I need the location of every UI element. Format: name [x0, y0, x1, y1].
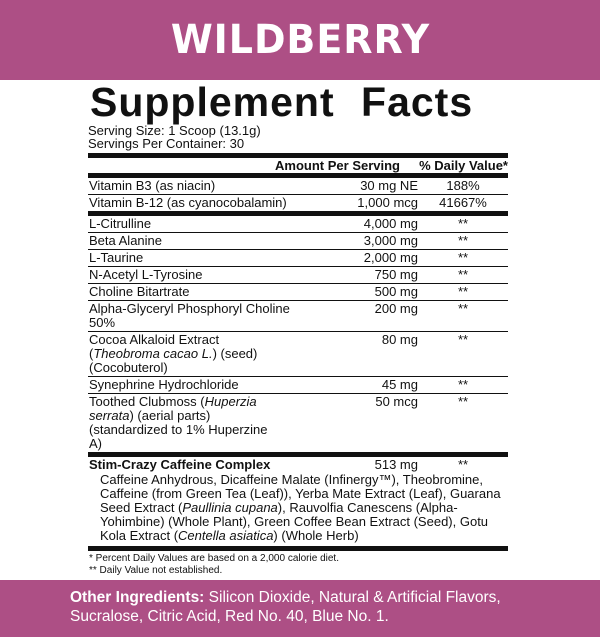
nutrient-dv: **: [457, 394, 469, 409]
nutrient-row: L-Taurine 2,000 mg **: [88, 250, 508, 267]
vitamin-rows: Vitamin B3 (as niacin) 30 mg NE 188% Vitami…: [88, 178, 508, 212]
text-segment: Synephrine Hydrochloride: [89, 377, 239, 392]
nutrient-amount: 45 mg: [381, 377, 418, 392]
nutrient-amount: 1,000 mcg: [357, 195, 418, 210]
nutrient-dv: **: [457, 250, 469, 265]
supplement-facts-panel: Supplement Facts Serving Size: 1 Scoop (…: [88, 82, 508, 580]
text-segment: Vitamin B3 (as niacin): [89, 178, 216, 193]
blend-amount: 513 mg: [374, 457, 418, 472]
ingredient-rows: L-Citrulline 4,000 mg ** Beta Alanine 3,000 …: [88, 216, 508, 453]
nutrient-name: N-Acetyl L-Tyrosine: [89, 268, 308, 282]
amount-header: Amount Per Serving: [275, 158, 400, 173]
blend-row: Stim-Crazy Caffeine Complex 513 mg **: [88, 457, 508, 473]
nutrient-name: Synephrine Hydrochloride: [89, 378, 308, 392]
text-segment: Vitamin B-12 (as cyanocobalamin): [89, 195, 287, 210]
nutrient-amount: 4,000 mg: [363, 216, 418, 231]
nutrient-dv: **: [457, 233, 469, 248]
nutrient-amount: 200 mg: [374, 301, 418, 316]
footnote-not-established: ** Daily Value not established.: [89, 565, 223, 576]
column-headers: Amount Per Serving % Daily Value*: [88, 158, 508, 173]
footnote-dv: * Percent Daily Values are based on a 2,…: [89, 553, 339, 564]
nutrient-amount: 750 mg: [374, 267, 418, 282]
nutrient-amount: 3,000 mg: [363, 233, 418, 248]
text-segment: Alpha-Glyceryl Phosphoryl Choline 50%: [89, 301, 290, 330]
nutrient-amount: 50 mcg: [375, 394, 418, 409]
nutrient-dv: **: [457, 377, 469, 392]
nutrient-row: N-Acetyl L-Tyrosine 750 mg **: [88, 267, 508, 284]
nutrient-row: Toothed Clubmoss (Huperzia serrata) (aer…: [88, 394, 508, 453]
nutrient-name: Vitamin B-12 (as cyanocobalamin): [89, 196, 308, 210]
text-segment: ) (Whole Herb): [273, 528, 359, 543]
text-segment: Cocoa Alkaloid Extract (: [89, 332, 220, 361]
latin-name: Centella asiatica: [178, 528, 274, 543]
nutrient-dv: **: [457, 284, 469, 299]
divider: [88, 173, 508, 178]
nutrient-dv: **: [457, 216, 469, 231]
nutrient-row: L-Citrulline 4,000 mg **: [88, 216, 508, 233]
blend-contents: Caffeine Anhydrous, Dicaffeine Malate (I…: [88, 473, 508, 544]
divider: [88, 211, 508, 216]
nutrient-name: Alpha-Glyceryl Phosphoryl Choline 50%: [89, 302, 308, 330]
nutrient-amount: 500 mg: [374, 284, 418, 299]
other-ingredients: Other Ingredients: Silicon Dioxide, Natu…: [0, 580, 600, 637]
nutrient-name: Choline Bitartrate: [89, 285, 308, 299]
nutrient-amount: 2,000 mg: [363, 250, 418, 265]
divider: [88, 546, 508, 551]
serving-size: Serving Size: 1 Scoop (13.1g): [88, 123, 261, 138]
nutrient-dv: 188%: [446, 178, 480, 193]
nutrient-row: Vitamin B3 (as niacin) 30 mg NE 188%: [88, 178, 508, 195]
nutrient-row: Vitamin B-12 (as cyanocobalamin) 1,000 mc…: [88, 195, 508, 212]
nutrient-dv: **: [457, 267, 469, 282]
nutrient-row: Cocoa Alkaloid Extract (Theobroma cacao …: [88, 332, 508, 377]
nutrient-name: Toothed Clubmoss (Huperzia serrata) (aer…: [89, 395, 308, 451]
nutrient-amount: 80 mg: [381, 332, 418, 347]
text-segment: ) (seed) (Cocobuterol): [89, 346, 258, 375]
text-segment: L-Taurine: [89, 250, 144, 265]
nutrient-name: L-Taurine: [89, 251, 308, 265]
blend-dv: **: [457, 457, 469, 472]
servings-per-container: Servings Per Container: 30: [88, 136, 245, 151]
divider: [88, 452, 508, 457]
text-segment: ), Rauvolfia Canescens (Alpha-Yohimbine)…: [100, 500, 489, 543]
panel-title: Supplement Facts: [90, 79, 474, 125]
nutrient-name: L-Citrulline: [89, 217, 308, 231]
text-segment: Toothed Clubmoss (: [89, 394, 205, 409]
latin-name: Huperzia serrata: [89, 394, 257, 423]
nutrient-row: Beta Alanine 3,000 mg **: [88, 233, 508, 250]
flavor-title: WILDBERRY: [170, 17, 430, 63]
nutrient-amount: 30 mg NE: [360, 178, 418, 193]
latin-name: Paullinia cupana: [182, 500, 278, 515]
text-segment: Choline Bitartrate: [89, 284, 190, 299]
nutrient-row: Choline Bitartrate 500 mg **: [88, 284, 508, 301]
text-segment: Beta Alanine: [89, 233, 163, 248]
nutrient-dv: **: [457, 332, 469, 347]
text-segment: ) (aerial parts) (standardized to 1% Hup…: [89, 408, 268, 451]
other-ingredients-label: Other Ingredients:: [70, 589, 205, 606]
nutrient-name: Vitamin B3 (as niacin): [89, 179, 308, 193]
blend-name: Stim-Crazy Caffeine Complex: [89, 457, 271, 472]
nutrient-row: Synephrine Hydrochloride 45 mg **: [88, 377, 508, 394]
nutrient-row: Alpha-Glyceryl Phosphoryl Choline 50% 200…: [88, 301, 508, 332]
nutrient-dv: **: [457, 301, 469, 316]
text-segment: Caffeine Anhydrous, Dicaffeine Malate (I…: [100, 472, 501, 515]
text-segment: N-Acetyl L-Tyrosine: [89, 267, 203, 282]
text-segment: L-Citrulline: [89, 216, 152, 231]
latin-name: Theobroma cacao L.: [93, 346, 213, 361]
flavor-banner: WILDBERRY: [0, 0, 600, 80]
nutrient-dv: 41667%: [439, 195, 487, 210]
nutrient-name: Beta Alanine: [89, 234, 308, 248]
divider: [88, 153, 508, 158]
nutrient-name: Cocoa Alkaloid Extract (Theobroma cacao …: [89, 333, 308, 375]
dv-header: % Daily Value*: [419, 158, 508, 173]
